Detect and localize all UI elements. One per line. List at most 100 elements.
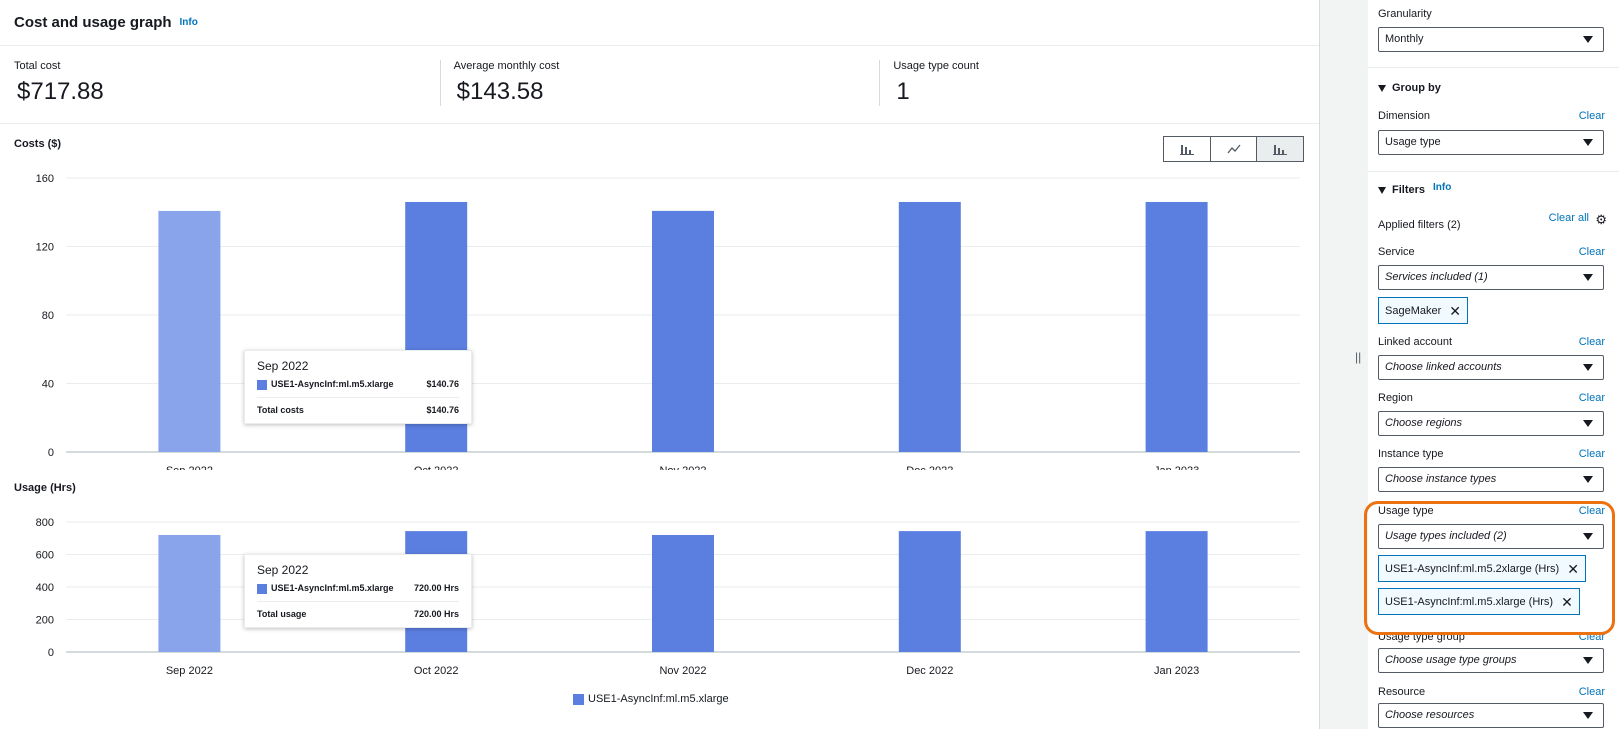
granularity-select[interactable]: Monthly: [1378, 27, 1604, 52]
caret-down-icon: [1583, 36, 1593, 43]
tooltip-series-name: USE1-AsyncInf:ml.m5.xlarge: [271, 379, 394, 389]
tooltip-total-value: 720.00 Hrs: [413, 609, 459, 619]
usage-type-value: Usage types included (2): [1385, 530, 1507, 542]
usage-type-count-stat: Usage type count 1: [879, 46, 1319, 123]
stat-value: $717.88: [17, 78, 104, 105]
page-title: Cost and usage graph: [14, 14, 172, 31]
usage-type-select[interactable]: Usage types included (2): [1378, 524, 1604, 549]
linked-account-select[interactable]: Choose linked accounts: [1378, 355, 1604, 380]
filters-info-link[interactable]: Info: [1433, 181, 1452, 193]
series-swatch: [257, 380, 267, 390]
x-tick-label: Sep 2022: [166, 465, 213, 470]
service-value: Services included (1): [1385, 271, 1488, 283]
tooltip-series-name: USE1-AsyncInf:ml.m5.xlarge: [271, 583, 394, 593]
y-tick-label: 120: [36, 242, 54, 254]
instance-type-placeholder: Choose instance types: [1385, 473, 1497, 485]
cost-bar-chart: 0 40 80 120 160 Sep 2022 Oct 2022 Nov 2022 Dec 2…: [36, 173, 1300, 470]
divider: [257, 601, 459, 602]
usage-type-group-select[interactable]: Choose usage type groups: [1378, 648, 1604, 673]
close-icon[interactable]: ✕: [1449, 302, 1461, 319]
dimension-value: Usage type: [1385, 136, 1441, 148]
y-tick-label: 40: [42, 379, 54, 391]
y-tick-label: 0: [48, 647, 54, 659]
y-tick-label: 600: [36, 550, 54, 562]
region-select[interactable]: Choose regions: [1378, 411, 1604, 436]
series-swatch: [257, 584, 267, 594]
region-label: Region: [1378, 392, 1413, 404]
total-cost-stat: Total cost $717.88: [0, 46, 440, 123]
stat-value: 1: [896, 78, 910, 105]
usage-type-group-placeholder: Choose usage type groups: [1385, 654, 1517, 666]
close-icon[interactable]: ✕: [1567, 560, 1579, 577]
filters-title: Filters: [1392, 184, 1426, 196]
y-tick-label: 200: [36, 615, 54, 627]
x-tick-label: Nov 2022: [659, 665, 706, 677]
stacked-bar-chart-icon[interactable]: [1257, 137, 1304, 161]
gear-icon[interactable]: ⚙: [1595, 212, 1607, 227]
caret-down-icon: [1583, 657, 1593, 664]
caret-down-icon: [1583, 420, 1593, 427]
resource-label: Resource: [1378, 686, 1426, 698]
y-tick-label: 160: [36, 173, 54, 185]
bar-chart-icon[interactable]: [1164, 137, 1211, 161]
service-clear-link[interactable]: Clear: [1578, 246, 1605, 258]
instance-type-clear-link[interactable]: Clear: [1578, 448, 1605, 460]
group-by-section-toggle[interactable]: Group by: [1378, 82, 1441, 94]
y-tick-label: 800: [36, 517, 54, 529]
caret-down-icon: [1583, 476, 1593, 483]
bar: [652, 210, 714, 452]
filters-section-toggle[interactable]: Filters Info: [1378, 181, 1452, 196]
caret-down-icon: [1583, 274, 1593, 281]
caret-down-icon: [1583, 533, 1593, 540]
resource-placeholder: Choose resources: [1385, 709, 1475, 721]
close-icon[interactable]: ✕: [1561, 593, 1573, 610]
tooltip-total-row: Total usage 720.00 Hrs: [257, 609, 459, 619]
stat-label: Total cost: [14, 60, 61, 72]
linked-account-clear-link[interactable]: Clear: [1578, 336, 1605, 348]
clear-all-link[interactable]: Clear all: [1548, 212, 1589, 224]
bar: [158, 210, 221, 452]
dimension-clear-link[interactable]: Clear: [1578, 110, 1605, 122]
info-link[interactable]: Info: [179, 17, 198, 28]
x-tick-label: Dec 2022: [906, 665, 953, 677]
cost-chart-title: Costs ($): [14, 138, 62, 150]
chart-type-toggle: [1163, 136, 1304, 162]
linked-account-label: Linked account: [1378, 336, 1452, 348]
caret-down-icon: [1583, 139, 1593, 146]
resource-select[interactable]: Choose resources: [1378, 703, 1604, 728]
tooltip-total-label: Total usage: [257, 609, 307, 619]
tooltip-series-value: $140.76: [426, 379, 459, 389]
x-tick-label: Jan 2023: [1154, 465, 1199, 470]
usage-type-label: Usage type: [1378, 505, 1434, 517]
region-clear-link[interactable]: Clear: [1578, 392, 1605, 404]
token-label: USE1-AsyncInf:ml.m5.2xlarge (Hrs): [1385, 562, 1560, 575]
y-tick-label: 0: [48, 447, 54, 459]
panel-resize-handle[interactable]: ||: [1355, 350, 1362, 364]
stat-label: Average monthly cost: [453, 60, 560, 72]
x-tick-label: Dec 2022: [906, 465, 953, 470]
usage-type-token: USE1-AsyncInf:ml.m5.2xlarge (Hrs) ✕: [1378, 555, 1586, 582]
caret-down-icon: [1583, 364, 1593, 371]
stat-label: Usage type count: [893, 60, 979, 72]
dimension-select[interactable]: Usage type: [1378, 130, 1604, 155]
x-tick-label: Nov 2022: [659, 465, 706, 470]
resource-clear-link[interactable]: Clear: [1578, 686, 1605, 698]
bar: [1145, 531, 1208, 652]
usage-type-token: USE1-AsyncInf:ml.m5.xlarge (Hrs) ✕: [1378, 588, 1580, 615]
chart-legend[interactable]: USE1-AsyncInf:ml.m5.xlarge: [573, 693, 729, 705]
tooltip-date: Sep 2022: [257, 359, 309, 373]
service-select[interactable]: Services included (1): [1378, 265, 1604, 290]
usage-type-clear-link[interactable]: Clear: [1578, 505, 1605, 517]
divider: [257, 397, 459, 398]
cost-usage-graph-panel: Cost and usage graph Info Total cost $71…: [0, 0, 1320, 729]
line-chart-icon[interactable]: [1211, 137, 1258, 161]
instance-type-select[interactable]: Choose instance types: [1378, 467, 1604, 492]
usage-type-highlight: [1364, 501, 1615, 635]
divider: [1368, 171, 1619, 172]
region-placeholder: Choose regions: [1385, 417, 1463, 429]
caret-down-icon: [1378, 84, 1386, 92]
applied-filters-label: Applied filters (2): [1378, 219, 1461, 231]
bar: [898, 531, 961, 652]
tooltip-total-value: $140.76: [426, 405, 459, 415]
tooltip-series-row: USE1-AsyncInf:ml.m5.xlarge 720.00 Hrs: [257, 583, 459, 594]
